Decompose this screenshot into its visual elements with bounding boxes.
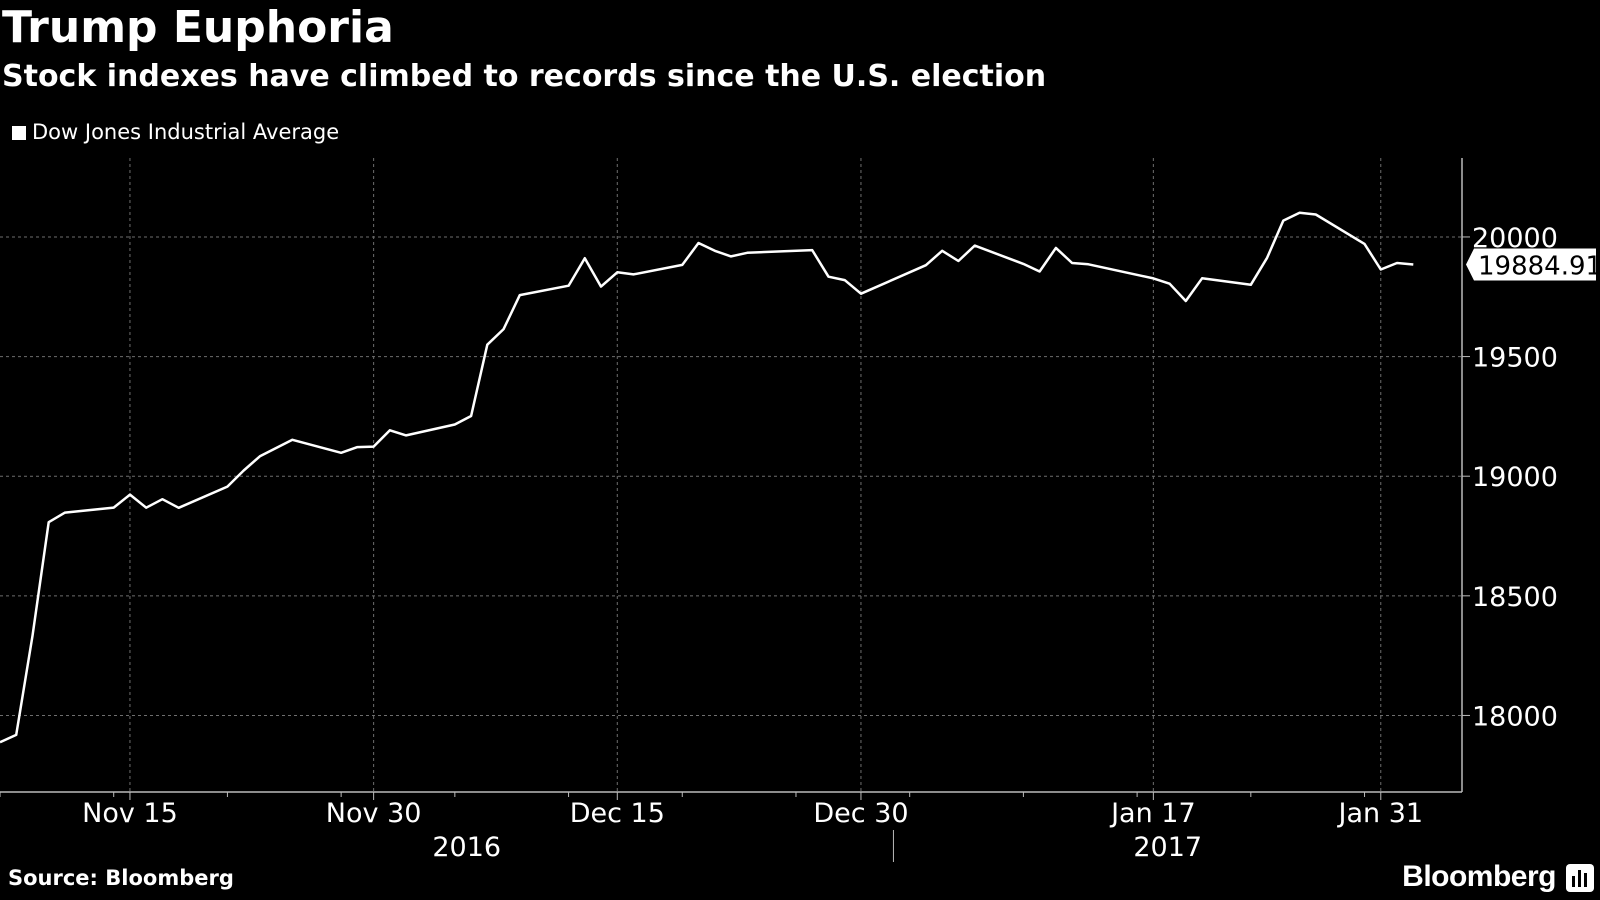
last-value-label: 19884.91 (1478, 251, 1600, 281)
year-label: 2017 (1133, 832, 1202, 863)
series-layer (0, 211, 1414, 744)
chart-title: Trump Euphoria (2, 2, 394, 53)
y-tick-label: 18000 (1472, 701, 1558, 732)
y-tick-label: 18500 (1472, 582, 1558, 613)
legend-label: Dow Jones Industrial Average (32, 120, 340, 144)
series-line (0, 211, 1414, 744)
year-label: 2016 (432, 832, 501, 863)
x-tick-label: Dec 30 (813, 798, 908, 829)
x-tick-label: Jan 17 (1109, 798, 1196, 829)
y-tick-label: 19000 (1472, 462, 1558, 493)
y-tick-label: 19500 (1472, 343, 1558, 374)
chart-subtitle: Stock indexes have climbed to records si… (2, 59, 1047, 94)
bloomberg-chart-icon (1566, 864, 1594, 892)
legend-swatch (12, 125, 26, 140)
bloomberg-logo: Bloomberg (1402, 860, 1556, 893)
source-note: Source: Bloomberg (8, 866, 234, 890)
gridlines (0, 158, 1462, 792)
x-tick-label: Dec 15 (570, 798, 665, 829)
legend: Dow Jones Industrial Average (12, 122, 339, 143)
x-tick-label: Nov 30 (326, 798, 422, 829)
x-tick-label: Jan 31 (1336, 798, 1423, 829)
last-value-badge (1466, 248, 1596, 281)
x-tick-label: Nov 15 (82, 798, 178, 829)
axes (0, 158, 1470, 862)
